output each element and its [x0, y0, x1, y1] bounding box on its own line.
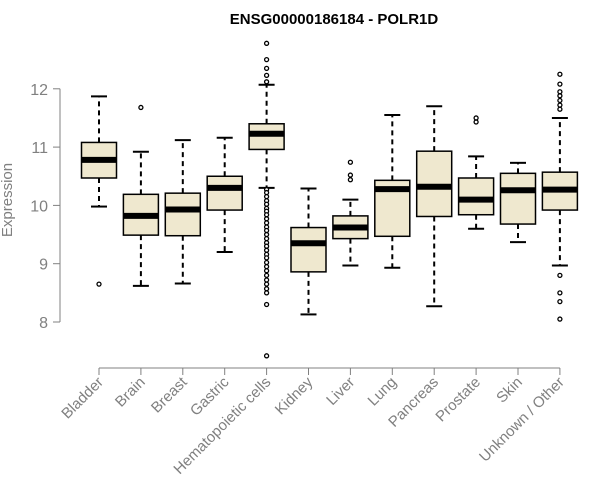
outlier-point [263, 301, 270, 308]
outlier-point [263, 189, 270, 196]
box-group [164, 139, 202, 285]
x-tick-label: Skin [493, 374, 526, 407]
outlier-point [263, 290, 270, 296]
x-tick-label: Brain [112, 374, 149, 411]
outlier-point [347, 172, 354, 178]
box-iqr [457, 177, 495, 216]
outlier-point [557, 298, 563, 305]
outlier-point [263, 227, 270, 234]
outlier-point [96, 281, 102, 287]
box-group [332, 159, 369, 267]
outlier-point [263, 268, 270, 274]
outlier-point [263, 231, 270, 238]
y-tick-label: 12 [30, 82, 48, 99]
outlier-point [557, 290, 563, 296]
outlier-point [263, 255, 270, 261]
box-iqr [290, 226, 327, 273]
outlier-point [263, 247, 270, 253]
outlier-point [263, 72, 270, 79]
outlier-point [263, 57, 270, 63]
box-iqr [206, 175, 243, 211]
outlier-point [263, 201, 270, 207]
x-tick-label: Kidney [272, 373, 317, 418]
box-group [415, 105, 453, 308]
outlier-point [557, 89, 563, 95]
outlier-point [557, 106, 563, 112]
box-group [541, 71, 579, 322]
outlier-point [263, 212, 270, 218]
y-tick-label: 11 [31, 140, 48, 157]
outlier-point [557, 97, 563, 104]
box-group [457, 115, 495, 230]
outlier-point [473, 119, 479, 125]
outlier-point [347, 177, 354, 183]
y-tick-label: 8 [39, 315, 48, 332]
boxes [80, 40, 579, 359]
outlier-point [263, 216, 270, 222]
x-tick-label: Bladder [58, 374, 107, 423]
outlier-point [263, 286, 270, 292]
x-tick-label: Lung [365, 374, 401, 410]
y-tick-label: 10 [30, 198, 48, 215]
outlier-point [263, 194, 270, 200]
outlier-point [347, 159, 354, 165]
outlier-point [263, 263, 270, 270]
box-iqr [499, 172, 537, 225]
outlier-point [263, 79, 270, 85]
outlier-point [473, 115, 479, 121]
outlier-point [557, 102, 563, 108]
outlier-point [263, 277, 270, 283]
box-group [80, 95, 118, 287]
box-iqr [164, 192, 202, 237]
chart-title: ENSG00000186184 - POLR1D [230, 11, 439, 28]
outlier-point [557, 93, 563, 99]
box-group [248, 40, 285, 359]
outlier-point [263, 40, 270, 46]
outlier-point [263, 281, 270, 287]
outlier-point [263, 259, 270, 266]
outlier-point [263, 353, 270, 359]
outlier-point [557, 316, 563, 322]
y-tick-label: 9 [39, 257, 48, 274]
outlier-point [557, 71, 563, 77]
outlier-point [263, 220, 270, 226]
box-group [499, 161, 537, 244]
box-group [122, 104, 160, 287]
x-tick-label: Prostate [432, 374, 484, 426]
x-tick-label: Breast [148, 373, 191, 416]
outlier-point [557, 272, 563, 279]
box-group [206, 136, 243, 254]
y-axis-label: Expression [0, 163, 16, 237]
box-group [290, 187, 327, 316]
outlier-point [263, 272, 270, 279]
x-tick-label: Liver [323, 374, 358, 409]
outlier-point [263, 65, 270, 72]
outlier-point [557, 81, 563, 87]
box-group [374, 114, 411, 269]
outlier-point [263, 235, 270, 242]
outlier-point [138, 104, 144, 111]
outlier-point [263, 243, 270, 249]
